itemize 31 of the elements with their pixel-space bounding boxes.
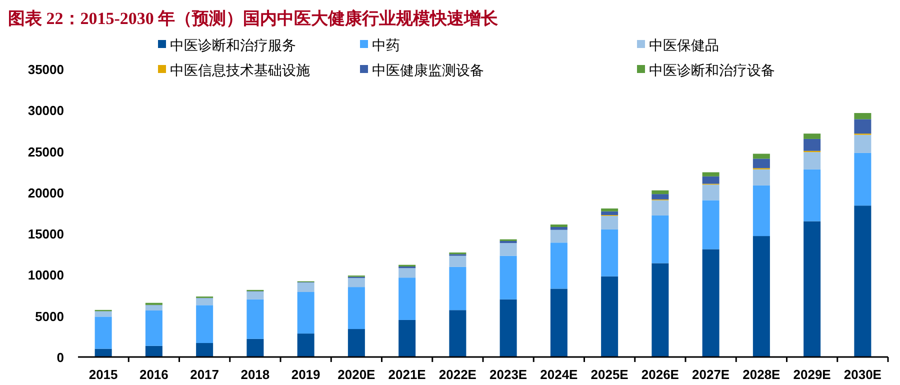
y-tick-label: 20000 [28,185,64,200]
x-tick-label: 2030E [844,367,882,382]
x-tick-label: 2023E [490,367,528,382]
x-tick-label: 2015 [88,367,118,382]
legend-label: 中医诊断和治疗设备 [649,63,775,79]
x-tick-label: 2021E [388,367,426,382]
x-tick-label: 2019 [291,367,320,382]
legend-label: 中药 [372,38,400,54]
x-tick-label: 2026E [641,367,680,382]
x-tick-label: 2028E [742,367,781,382]
x-tick-label: 2018 [240,367,270,382]
x-tick-label: 2027E [692,367,730,382]
x-tick-label: 2020E [338,367,376,382]
x-tick-label: 2025E [590,367,629,382]
y-tick-label: 5000 [35,308,64,324]
x-tick-label: 2022E [438,367,477,382]
x-tick-label: 2017 [190,367,220,382]
legend-label: 中医保健品 [649,38,719,54]
y-tick-label: 30000 [28,103,64,118]
x-tick-label: 2029E [793,367,832,382]
y-tick-label: 10000 [28,268,64,283]
x-tick-label: 2024E [540,367,578,382]
legend-label: 中医信息技术基础设施 [170,63,310,79]
y-tick-label: 0 [56,350,64,365]
y-tick-label: 35000 [28,62,64,77]
x-tick-label: 2016 [139,367,168,382]
y-tick-label: 25000 [28,144,64,160]
legend-label: 中医健康监测设备 [372,63,484,79]
chart-title: 图表 22：2015-2030 年（预测）国内中医大健康行业规模快速增长 [8,9,500,28]
y-tick-label: 15000 [28,226,64,242]
legend-label: 中医诊断和治疗服务 [170,38,296,54]
